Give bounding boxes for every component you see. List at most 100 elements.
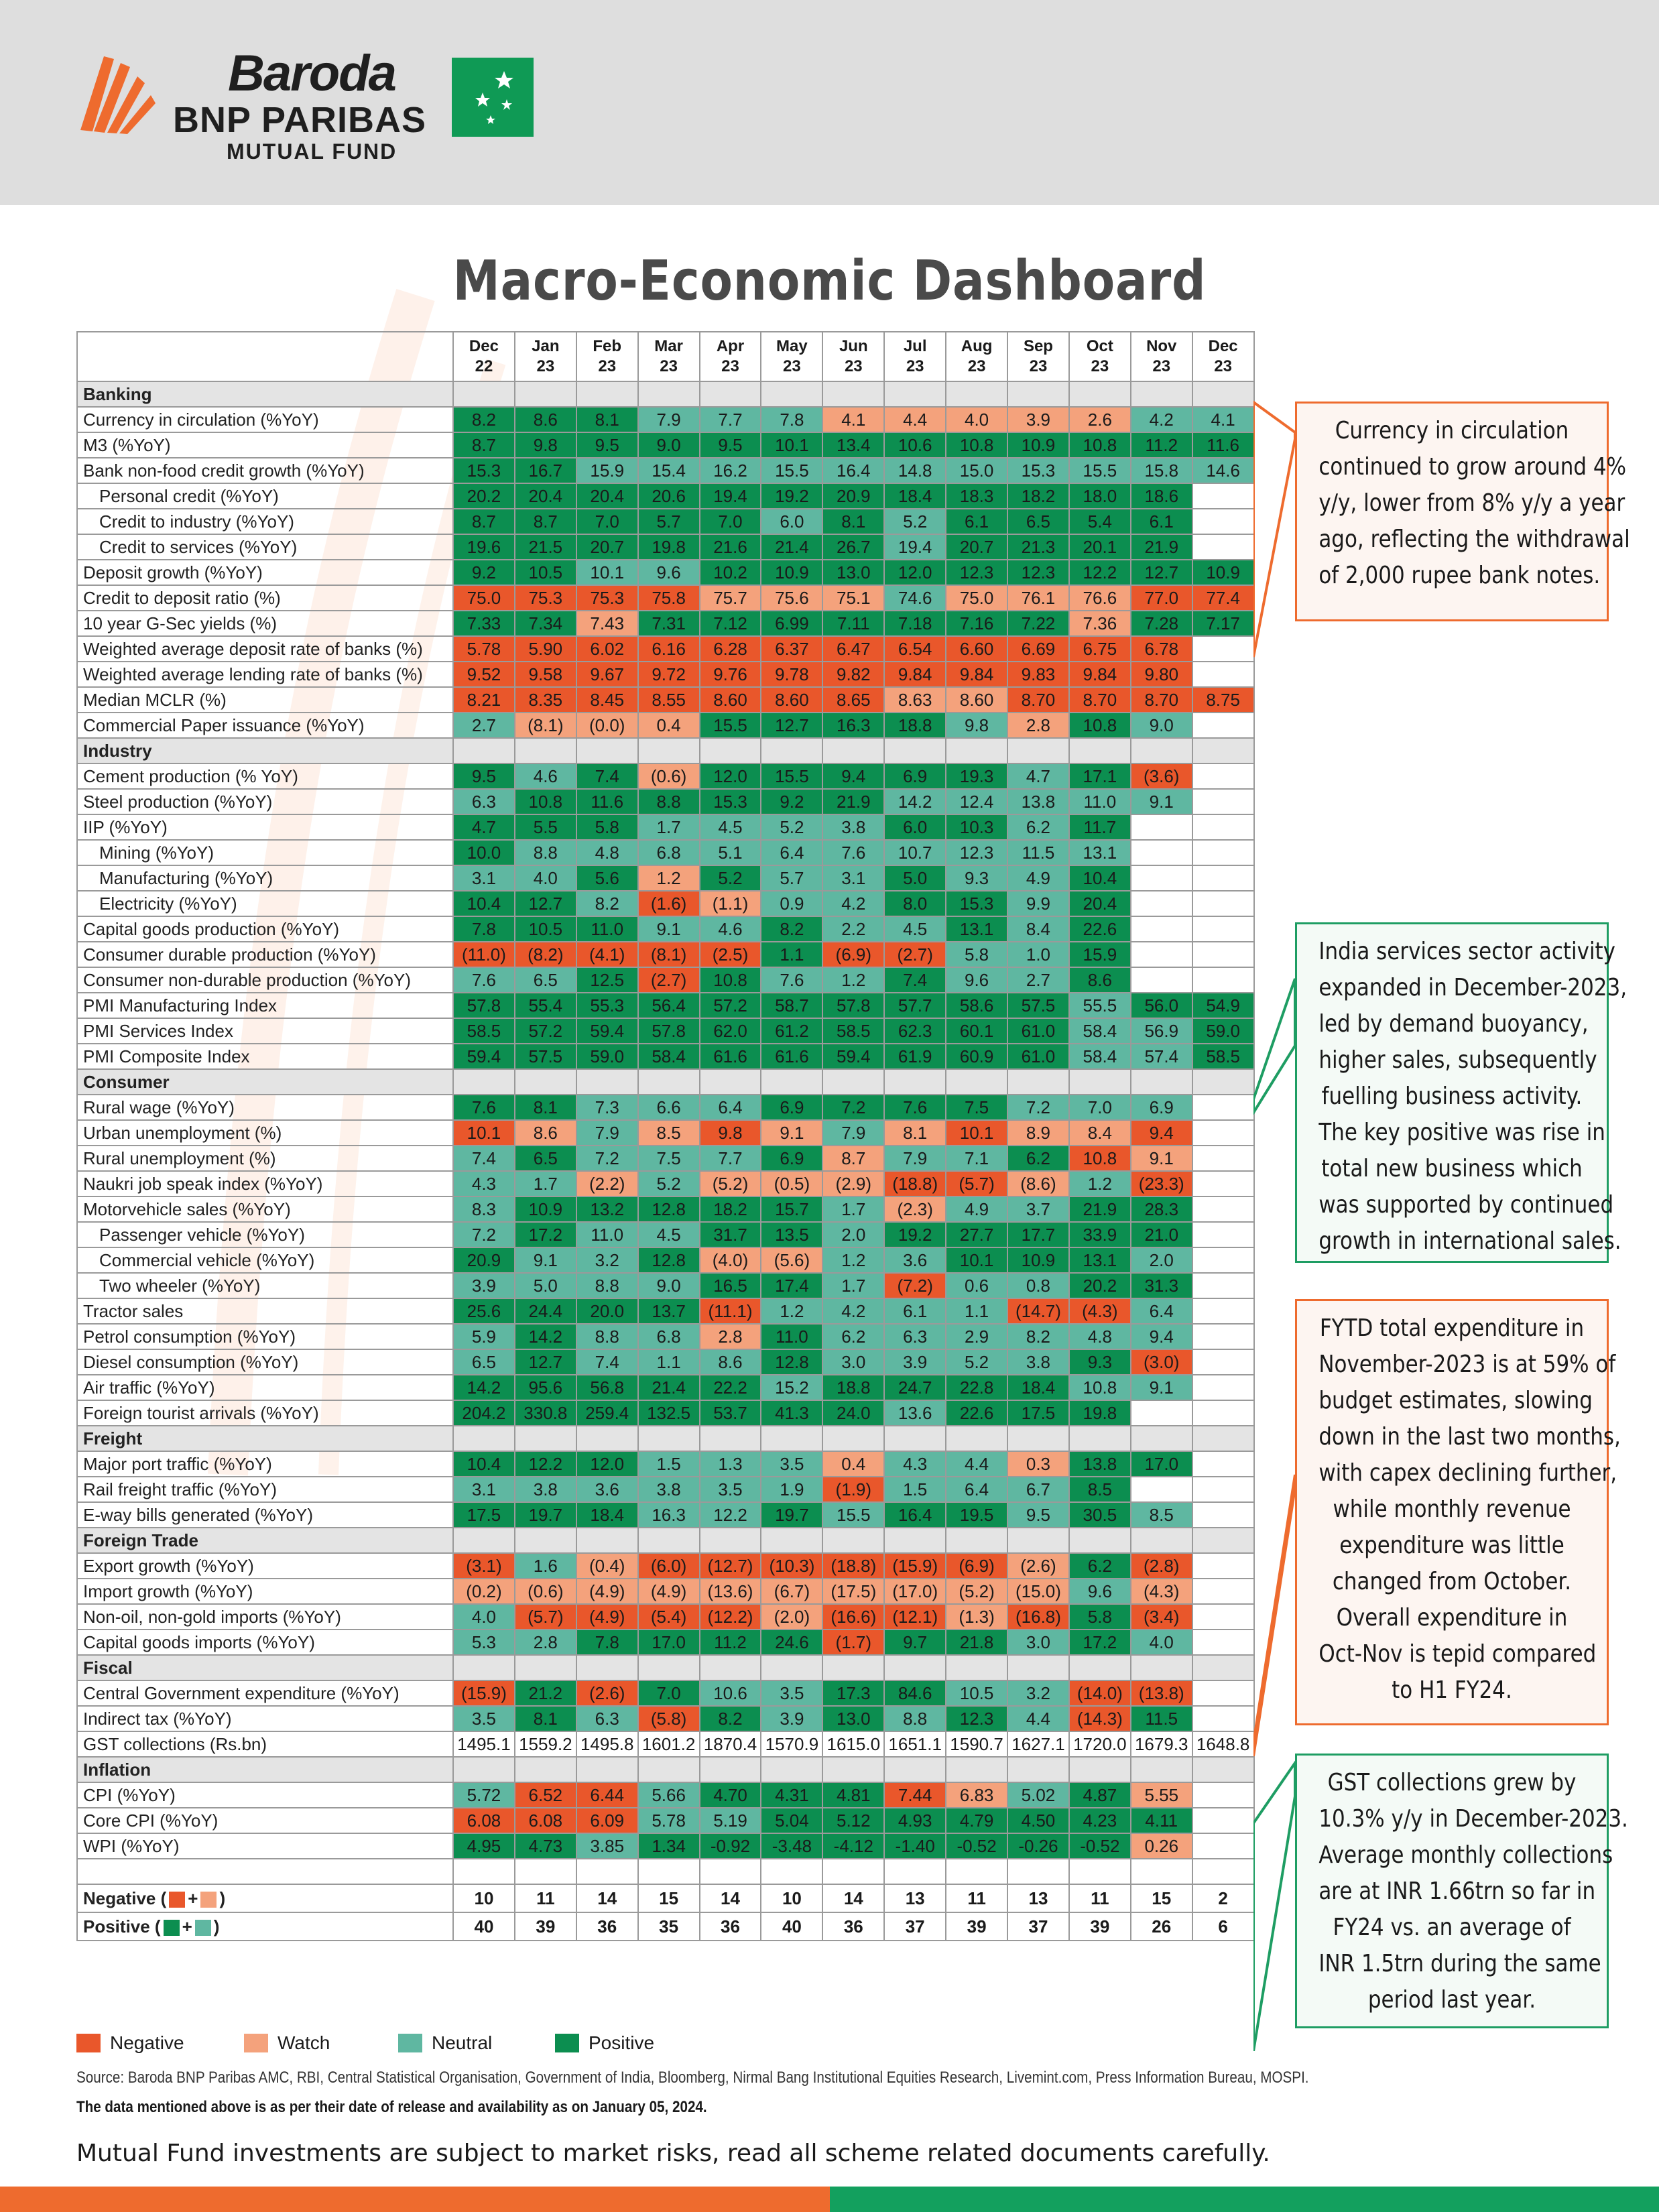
indicator-value: 4.8 <box>575 839 639 866</box>
positive-count-row-count: 36 <box>575 1912 639 1941</box>
indicator-label: Air traffic (%YoY) <box>76 1374 454 1401</box>
indicator-value: 8.8 <box>513 839 577 866</box>
indicator-value: 2.7 <box>452 712 515 739</box>
indicator-value: 59.4 <box>452 1043 515 1070</box>
indicator-value: 15.4 <box>637 457 700 484</box>
indicator-value: 56.0 <box>1129 992 1193 1019</box>
indicator-value: -3.48 <box>760 1833 824 1859</box>
indicator-value <box>1191 941 1255 968</box>
indicator-label: IIP (%YoY) <box>76 814 454 841</box>
legend-label: Negative <box>110 2032 184 2053</box>
indicator-value: 31.7 <box>698 1221 762 1248</box>
indicator-value: 21.0 <box>1129 1221 1193 1248</box>
indicator-value: (4.0) <box>698 1247 762 1274</box>
negative-count-row-label: Negative (+) <box>76 1884 454 1913</box>
indicator-value: 18.2 <box>1007 483 1070 509</box>
indicator-value: 60.9 <box>945 1043 1009 1070</box>
indicator-value: (1.1) <box>698 890 762 917</box>
section-filler <box>513 1425 577 1452</box>
indicator-row: Capital goods imports (%YoY) 5.3 2.8 7.8 17.… <box>76 1629 1255 1656</box>
indicator-value: (13.6) <box>698 1578 762 1605</box>
indicator-value: 6.75 <box>1068 635 1131 662</box>
indicator-value: 7.3 <box>575 1094 639 1121</box>
callout-line: of 2,000 rupee bank notes. <box>1318 562 1601 589</box>
indicator-label: Urban unemployment (%) <box>76 1119 454 1146</box>
indicator-row: Median MCLR (%) 8.21 8.35 8.45 8.55 8.60 8.60 8… <box>76 686 1255 713</box>
indicator-value: 21.9 <box>1129 534 1193 560</box>
indicator-value: 11.0 <box>1068 788 1131 815</box>
indicator-value: 1.7 <box>637 814 700 841</box>
indicator-value <box>1191 1782 1255 1808</box>
indicator-value: 7.9 <box>575 1119 639 1146</box>
callout-text: FYTD total expenditure in November-2023 i… <box>1297 1310 1620 1709</box>
indicator-value: 10.9 <box>760 559 824 586</box>
indicator-value: 7.6 <box>883 1094 947 1121</box>
indicator-value: 6.2 <box>1068 1552 1131 1579</box>
legend-swatch <box>76 2034 101 2052</box>
indicator-value: (8.2) <box>513 941 577 968</box>
indicator-value: 18.4 <box>883 483 947 509</box>
indicator-value: 16.5 <box>698 1272 762 1299</box>
indicator-value <box>1191 916 1255 942</box>
indicator-value: 13.8 <box>1007 788 1070 815</box>
callout-line: GST collections grew by <box>1327 1769 1577 1796</box>
section-filler <box>883 1756 947 1783</box>
indicator-label: Capital goods production (%YoY) <box>76 916 454 942</box>
legend-label: Positive <box>589 2032 655 2053</box>
section-filler <box>883 737 947 764</box>
indicator-value: 6.8 <box>637 1323 700 1350</box>
section-filler <box>513 737 577 764</box>
indicator-value: 7.2 <box>1007 1094 1070 1121</box>
section-filler <box>1191 1756 1255 1783</box>
indicator-value: 58.4 <box>637 1043 700 1070</box>
section-filler <box>760 1654 824 1681</box>
indicator-value: (17.5) <box>822 1578 885 1605</box>
indicator-value <box>1191 1705 1255 1732</box>
indicator-value: 259.4 <box>575 1400 639 1426</box>
indicator-value: 9.8 <box>513 432 577 458</box>
section-filler <box>1191 1527 1255 1554</box>
indicator-value: 10.4 <box>1068 865 1131 892</box>
indicator-value <box>1191 1629 1255 1656</box>
indicator-value: 10.8 <box>1068 712 1131 739</box>
indicator-value: 19.5 <box>945 1501 1009 1528</box>
indicator-value: 18.3 <box>945 483 1009 509</box>
indicator-value: 5.6 <box>575 865 639 892</box>
indicator-value: 5.7 <box>760 865 824 892</box>
indicator-value: 7.18 <box>883 610 947 637</box>
section-filler <box>822 1654 885 1681</box>
indicator-value: 1570.9 <box>760 1731 824 1758</box>
indicator-value: 7.0 <box>698 508 762 535</box>
indicator-value: 75.1 <box>822 585 885 611</box>
indicator-value: 12.8 <box>760 1349 824 1375</box>
indicator-value: 2.6 <box>1068 406 1131 433</box>
indicator-value: 9.58 <box>513 661 577 688</box>
indicator-value: 4.11 <box>1129 1807 1193 1834</box>
indicator-value <box>1191 967 1255 993</box>
indicator-label: Rail freight traffic (%YoY) <box>76 1476 454 1503</box>
indicator-value: (4.9) <box>637 1578 700 1605</box>
month-header: Sep 23 <box>1007 331 1070 382</box>
indicator-value: 6.9 <box>883 763 947 790</box>
indicator-row: Passenger vehicle (%YoY) 7.2 17.2 11.0 4.5 31… <box>76 1221 1255 1248</box>
month-header: Feb 23 <box>575 331 639 382</box>
indicator-value: 10.2 <box>698 559 762 586</box>
indicator-value: 4.9 <box>1007 865 1070 892</box>
indicator-value: (2.5) <box>698 941 762 968</box>
indicator-value: 19.4 <box>883 534 947 560</box>
indicator-row: Weighted average deposit rate of banks (… <box>76 635 1255 662</box>
indicator-value: 6.4 <box>760 839 824 866</box>
indicator-label: Currency in circulation (%YoY) <box>76 406 454 433</box>
indicator-label: PMI Composite Index <box>76 1043 454 1070</box>
indicator-value: -0.92 <box>698 1833 762 1859</box>
indicator-value: 1720.0 <box>1068 1731 1131 1758</box>
indicator-value: (4.9) <box>575 1603 639 1630</box>
indicator-value: (17.0) <box>883 1578 947 1605</box>
indicator-value: 10.3 <box>945 814 1009 841</box>
indicator-value: 55.4 <box>513 992 577 1019</box>
indicator-value: (6.7) <box>760 1578 824 1605</box>
indicator-value: 9.76 <box>698 661 762 688</box>
indicator-value: (6.0) <box>637 1552 700 1579</box>
indicator-value: 27.7 <box>945 1221 1009 1248</box>
spacer-cell <box>637 1858 700 1885</box>
